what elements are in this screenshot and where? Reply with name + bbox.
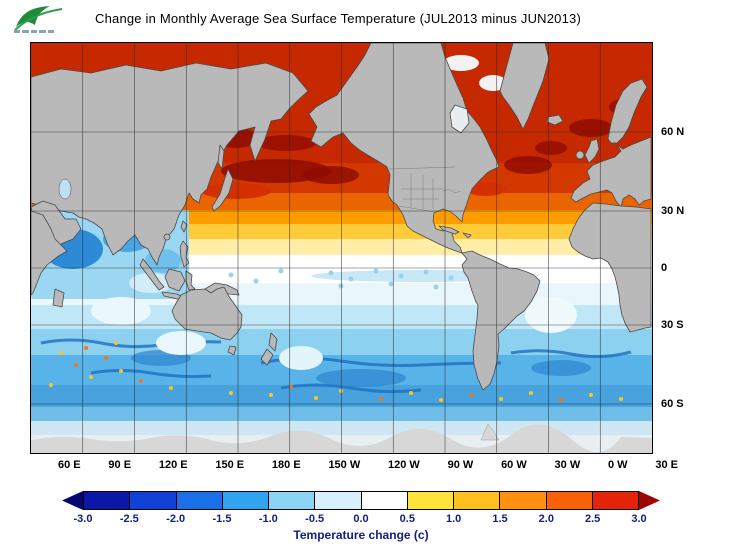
latitude-label: 60 N (661, 126, 685, 138)
colorbar-tick-label: 1.0 (446, 513, 462, 525)
land-hainan (163, 233, 171, 241)
latitude-label: 30 N (661, 205, 685, 217)
land-new-zealand-north (268, 332, 278, 352)
colorbar-tick-label: 0.5 (399, 513, 415, 525)
colorbar-tick-label: -2.5 (119, 513, 139, 525)
longitude-label: 150 E (215, 459, 245, 471)
colorbar-right-arrow (639, 491, 660, 510)
colorbar (62, 491, 660, 510)
land-taiwan (180, 220, 188, 233)
colorbar-tick-label: -2.0 (166, 513, 186, 525)
land-north-america (308, 43, 500, 254)
longitude-axis: 60 E 90 E 120 E 150 E 180 E 150 W 120 W 90 W 60 … (58, 459, 678, 471)
colorbar-cell (407, 492, 454, 509)
colorbar-title: Temperature change (c) (293, 528, 429, 542)
longitude-label: 0 W (608, 459, 628, 471)
country-state-borders (388, 166, 462, 213)
land-uk (584, 138, 600, 164)
colorbar-cell (546, 492, 593, 509)
land-africa-west (568, 202, 652, 333)
longitude-label: 150 W (328, 459, 361, 471)
latitude-label: 0 (661, 262, 668, 274)
landmasses (31, 43, 652, 391)
longitude-label: 30 W (554, 459, 581, 471)
colorbar-cell (176, 492, 223, 509)
colorbar-tick-label: 2.5 (585, 513, 601, 525)
land-cuba (438, 225, 460, 235)
latitude-axis: 60 N 30 N 0 30 S 60 S (659, 43, 707, 453)
colorbar-cell (500, 492, 547, 509)
colorbar-tick-label: -3.0 (73, 513, 93, 525)
colorbar-cell (592, 492, 638, 509)
land-sakhalin (217, 144, 225, 170)
land-australia (171, 286, 243, 341)
agency-logo (14, 6, 63, 31)
land-eurasia (31, 62, 309, 266)
longitude-label: 60 E (58, 459, 81, 471)
logo-swoosh (14, 8, 63, 31)
latitude-label: 60 S (661, 398, 684, 410)
page-title: Change in Monthly Average Sea Surface Te… (95, 11, 581, 26)
colorbar-tick-label: 0.0 (353, 513, 369, 525)
colorbar-cell (361, 492, 408, 509)
land-europe (570, 136, 652, 208)
colorbar-tick-label: 3.0 (631, 513, 647, 525)
colorbar-tick-label: 2.0 (538, 513, 554, 525)
longitude-label: 30 E (655, 459, 678, 471)
map-frame (30, 42, 653, 454)
colorbar-tick-label: -1.5 (212, 513, 232, 525)
land-hispaniola (462, 232, 472, 239)
longitude-label: 120 W (388, 459, 420, 471)
logo-caption-marks (14, 30, 55, 33)
land-south-america (461, 250, 541, 391)
colorbar-cell (130, 492, 177, 509)
colorbar-tick-label: -1.0 (258, 513, 278, 525)
colorbar-cell (269, 492, 316, 509)
longitude-label: 180 E (271, 459, 301, 471)
land-iceland (546, 114, 564, 126)
antarctic-peninsula (480, 423, 500, 441)
colorbar-cell (84, 492, 131, 509)
regional-anomalies (31, 55, 637, 402)
longitude-label: 90 E (108, 459, 132, 471)
hudson-bay (449, 104, 470, 134)
land-east-africa (31, 210, 68, 296)
longitude-label: 60 W (501, 459, 527, 471)
colorbar-cells (83, 491, 639, 510)
land-borneo (164, 268, 186, 292)
world-map (31, 43, 652, 453)
land-ireland (575, 150, 585, 160)
longitude-label: 120 E (158, 459, 188, 471)
caspian-sea (58, 178, 72, 200)
longitude-label: 90 W (447, 459, 474, 471)
colorbar-cell (315, 492, 362, 509)
land-madagascar (52, 288, 65, 308)
land-sumatra (139, 258, 165, 291)
colorbar-ticks: -3.0 -2.5 -2.0 -1.5 -1.0 -0.5 0.0 0.5 1.0 1.5 2.0 2… (74, 513, 647, 526)
grid-lines (31, 43, 652, 453)
land-greenland (499, 43, 550, 130)
land-tasmania (227, 345, 237, 356)
land-new-zealand-south (260, 348, 274, 366)
colorbar-cell (222, 492, 269, 509)
colorbar-left-arrow (62, 491, 83, 510)
land-scandinavia (607, 78, 648, 144)
colorbar-tick-label: -0.5 (305, 513, 325, 525)
colorbar-tick-label: 1.5 (492, 513, 508, 525)
colorbar-cell (454, 492, 501, 509)
latitude-label: 30 S (661, 319, 684, 331)
